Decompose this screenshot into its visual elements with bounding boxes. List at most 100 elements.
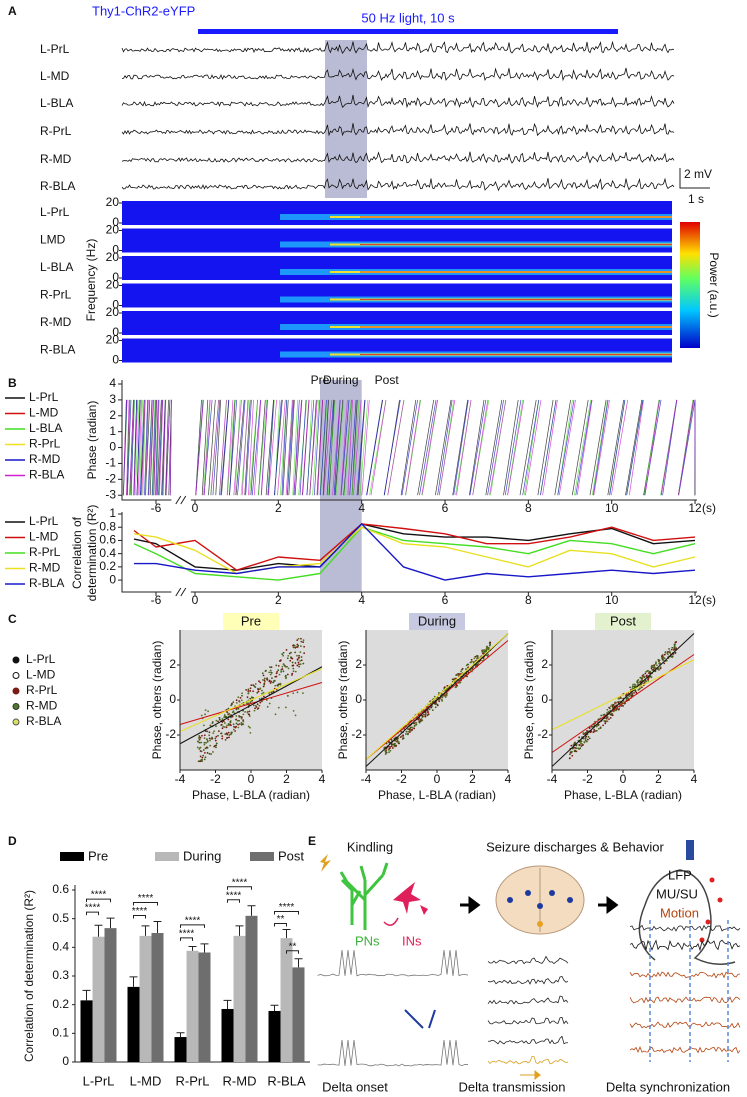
significance-bracket bbox=[227, 886, 252, 890]
legend-label: During bbox=[183, 848, 221, 863]
legend-label: L-MD bbox=[29, 406, 59, 420]
scatter-dot bbox=[269, 666, 271, 669]
scatter-dot bbox=[299, 651, 302, 654]
scatter-dot bbox=[249, 697, 252, 700]
scatter-dot bbox=[215, 746, 217, 749]
scatter-dot bbox=[427, 711, 429, 714]
stimulus-bar bbox=[198, 29, 618, 34]
scatter-dot bbox=[204, 730, 207, 733]
scatter-dot bbox=[608, 706, 611, 709]
scatter-dot bbox=[247, 692, 250, 694]
scatter-dot bbox=[285, 665, 288, 668]
y-tick-label: -2 bbox=[537, 727, 548, 741]
fit-line bbox=[551, 654, 695, 753]
scatter-dot bbox=[203, 743, 206, 746]
scatter-dot bbox=[263, 677, 266, 680]
scatter-dot bbox=[465, 664, 468, 667]
scatter-dot bbox=[263, 682, 266, 685]
scatter-dot bbox=[294, 662, 297, 664]
scatter-dot bbox=[407, 733, 409, 736]
scatter-dot bbox=[274, 675, 277, 678]
scatter-dot bbox=[471, 660, 473, 663]
scatter-dot bbox=[296, 654, 298, 657]
y-tick-label: 20 bbox=[106, 278, 120, 292]
y-tick-label: 0.2 bbox=[99, 559, 116, 573]
scatter-dot bbox=[640, 686, 643, 689]
scatter-dot bbox=[291, 661, 294, 664]
scatter-dot bbox=[212, 732, 215, 735]
scatter-dot bbox=[644, 672, 647, 675]
axis-label: Correlation of bbox=[70, 516, 84, 589]
error-bar bbox=[270, 1004, 279, 1011]
scatter-dot bbox=[228, 736, 230, 739]
sync-trace bbox=[629, 996, 741, 1004]
scatter-dot bbox=[199, 746, 202, 749]
scatter-dot bbox=[292, 692, 295, 695]
scatter-dot bbox=[650, 676, 653, 679]
colorbar-label: Power (a.u.) bbox=[707, 252, 721, 317]
axis-label: Phase, L-BLA (radian) bbox=[564, 788, 682, 802]
scatter-dot bbox=[634, 690, 637, 693]
scatter-dot bbox=[286, 694, 289, 697]
legend-label: Post bbox=[278, 848, 304, 863]
scatter-dot bbox=[287, 654, 290, 657]
bar bbox=[292, 967, 305, 1062]
lfp-trace bbox=[121, 177, 675, 192]
x-tick-label: -2 bbox=[210, 772, 221, 786]
scatter-dot bbox=[220, 732, 222, 735]
scatter-dot bbox=[569, 751, 572, 754]
panel-label: A bbox=[8, 4, 17, 18]
lfp-trace bbox=[487, 995, 569, 1005]
step-label: Kindling bbox=[347, 839, 393, 854]
scatter-dot bbox=[214, 739, 217, 742]
scatter-dot bbox=[487, 647, 489, 650]
bar bbox=[221, 1008, 234, 1062]
scatter-dot bbox=[580, 742, 583, 745]
scatter-dot bbox=[198, 741, 201, 744]
x-tick-label: 6 bbox=[442, 501, 449, 515]
scatter-dot bbox=[300, 659, 303, 662]
scatter-dot bbox=[645, 680, 647, 683]
scatter-dot bbox=[199, 755, 202, 758]
trace-label: L-MD bbox=[40, 69, 70, 83]
scatter-dot bbox=[209, 724, 212, 727]
electrode bbox=[537, 903, 543, 909]
significance-bracket bbox=[274, 923, 287, 927]
scatter-dot bbox=[303, 652, 306, 654]
scatter-dot bbox=[641, 675, 644, 677]
scatter-dot bbox=[203, 751, 206, 754]
scatter-dot bbox=[220, 724, 223, 726]
spectrogram-label: R-MD bbox=[40, 315, 72, 329]
scatter-dot bbox=[274, 684, 277, 687]
trace-label: R-PrL bbox=[40, 124, 72, 138]
x-unit: (s) bbox=[702, 593, 716, 607]
scatter-dot bbox=[224, 733, 227, 735]
step-label: Seizure discharges & Behavior bbox=[486, 839, 664, 854]
sync-trace bbox=[629, 1021, 741, 1029]
scatter-dot bbox=[466, 675, 468, 678]
scatter-dot bbox=[228, 713, 231, 715]
scatter-dot bbox=[213, 745, 216, 748]
sync-trace bbox=[629, 1046, 741, 1054]
significance-bracket bbox=[86, 911, 99, 916]
scatter-dot bbox=[203, 741, 206, 744]
scatter-dot bbox=[575, 744, 578, 747]
x-tick-label: -6 bbox=[151, 593, 162, 607]
scatter-dot bbox=[667, 653, 669, 656]
scatter-dot bbox=[445, 692, 448, 695]
x-tick-label: L-PrL bbox=[83, 1073, 115, 1088]
scatter-dot bbox=[385, 751, 388, 754]
lfp-trace bbox=[487, 955, 569, 965]
scatter-dot bbox=[489, 643, 491, 646]
y-tick-label: 0 bbox=[109, 572, 116, 586]
y-tick-label: 2 bbox=[541, 657, 548, 671]
scatter-dot bbox=[246, 710, 249, 713]
scatter-dot bbox=[384, 749, 387, 752]
scatter-dot bbox=[574, 750, 577, 753]
error-bar bbox=[200, 943, 209, 953]
bar bbox=[268, 1010, 281, 1062]
scatter-dot bbox=[402, 737, 404, 740]
scatter-dot bbox=[205, 741, 207, 744]
significance-label: **** bbox=[179, 929, 195, 940]
error-bar bbox=[153, 921, 162, 933]
